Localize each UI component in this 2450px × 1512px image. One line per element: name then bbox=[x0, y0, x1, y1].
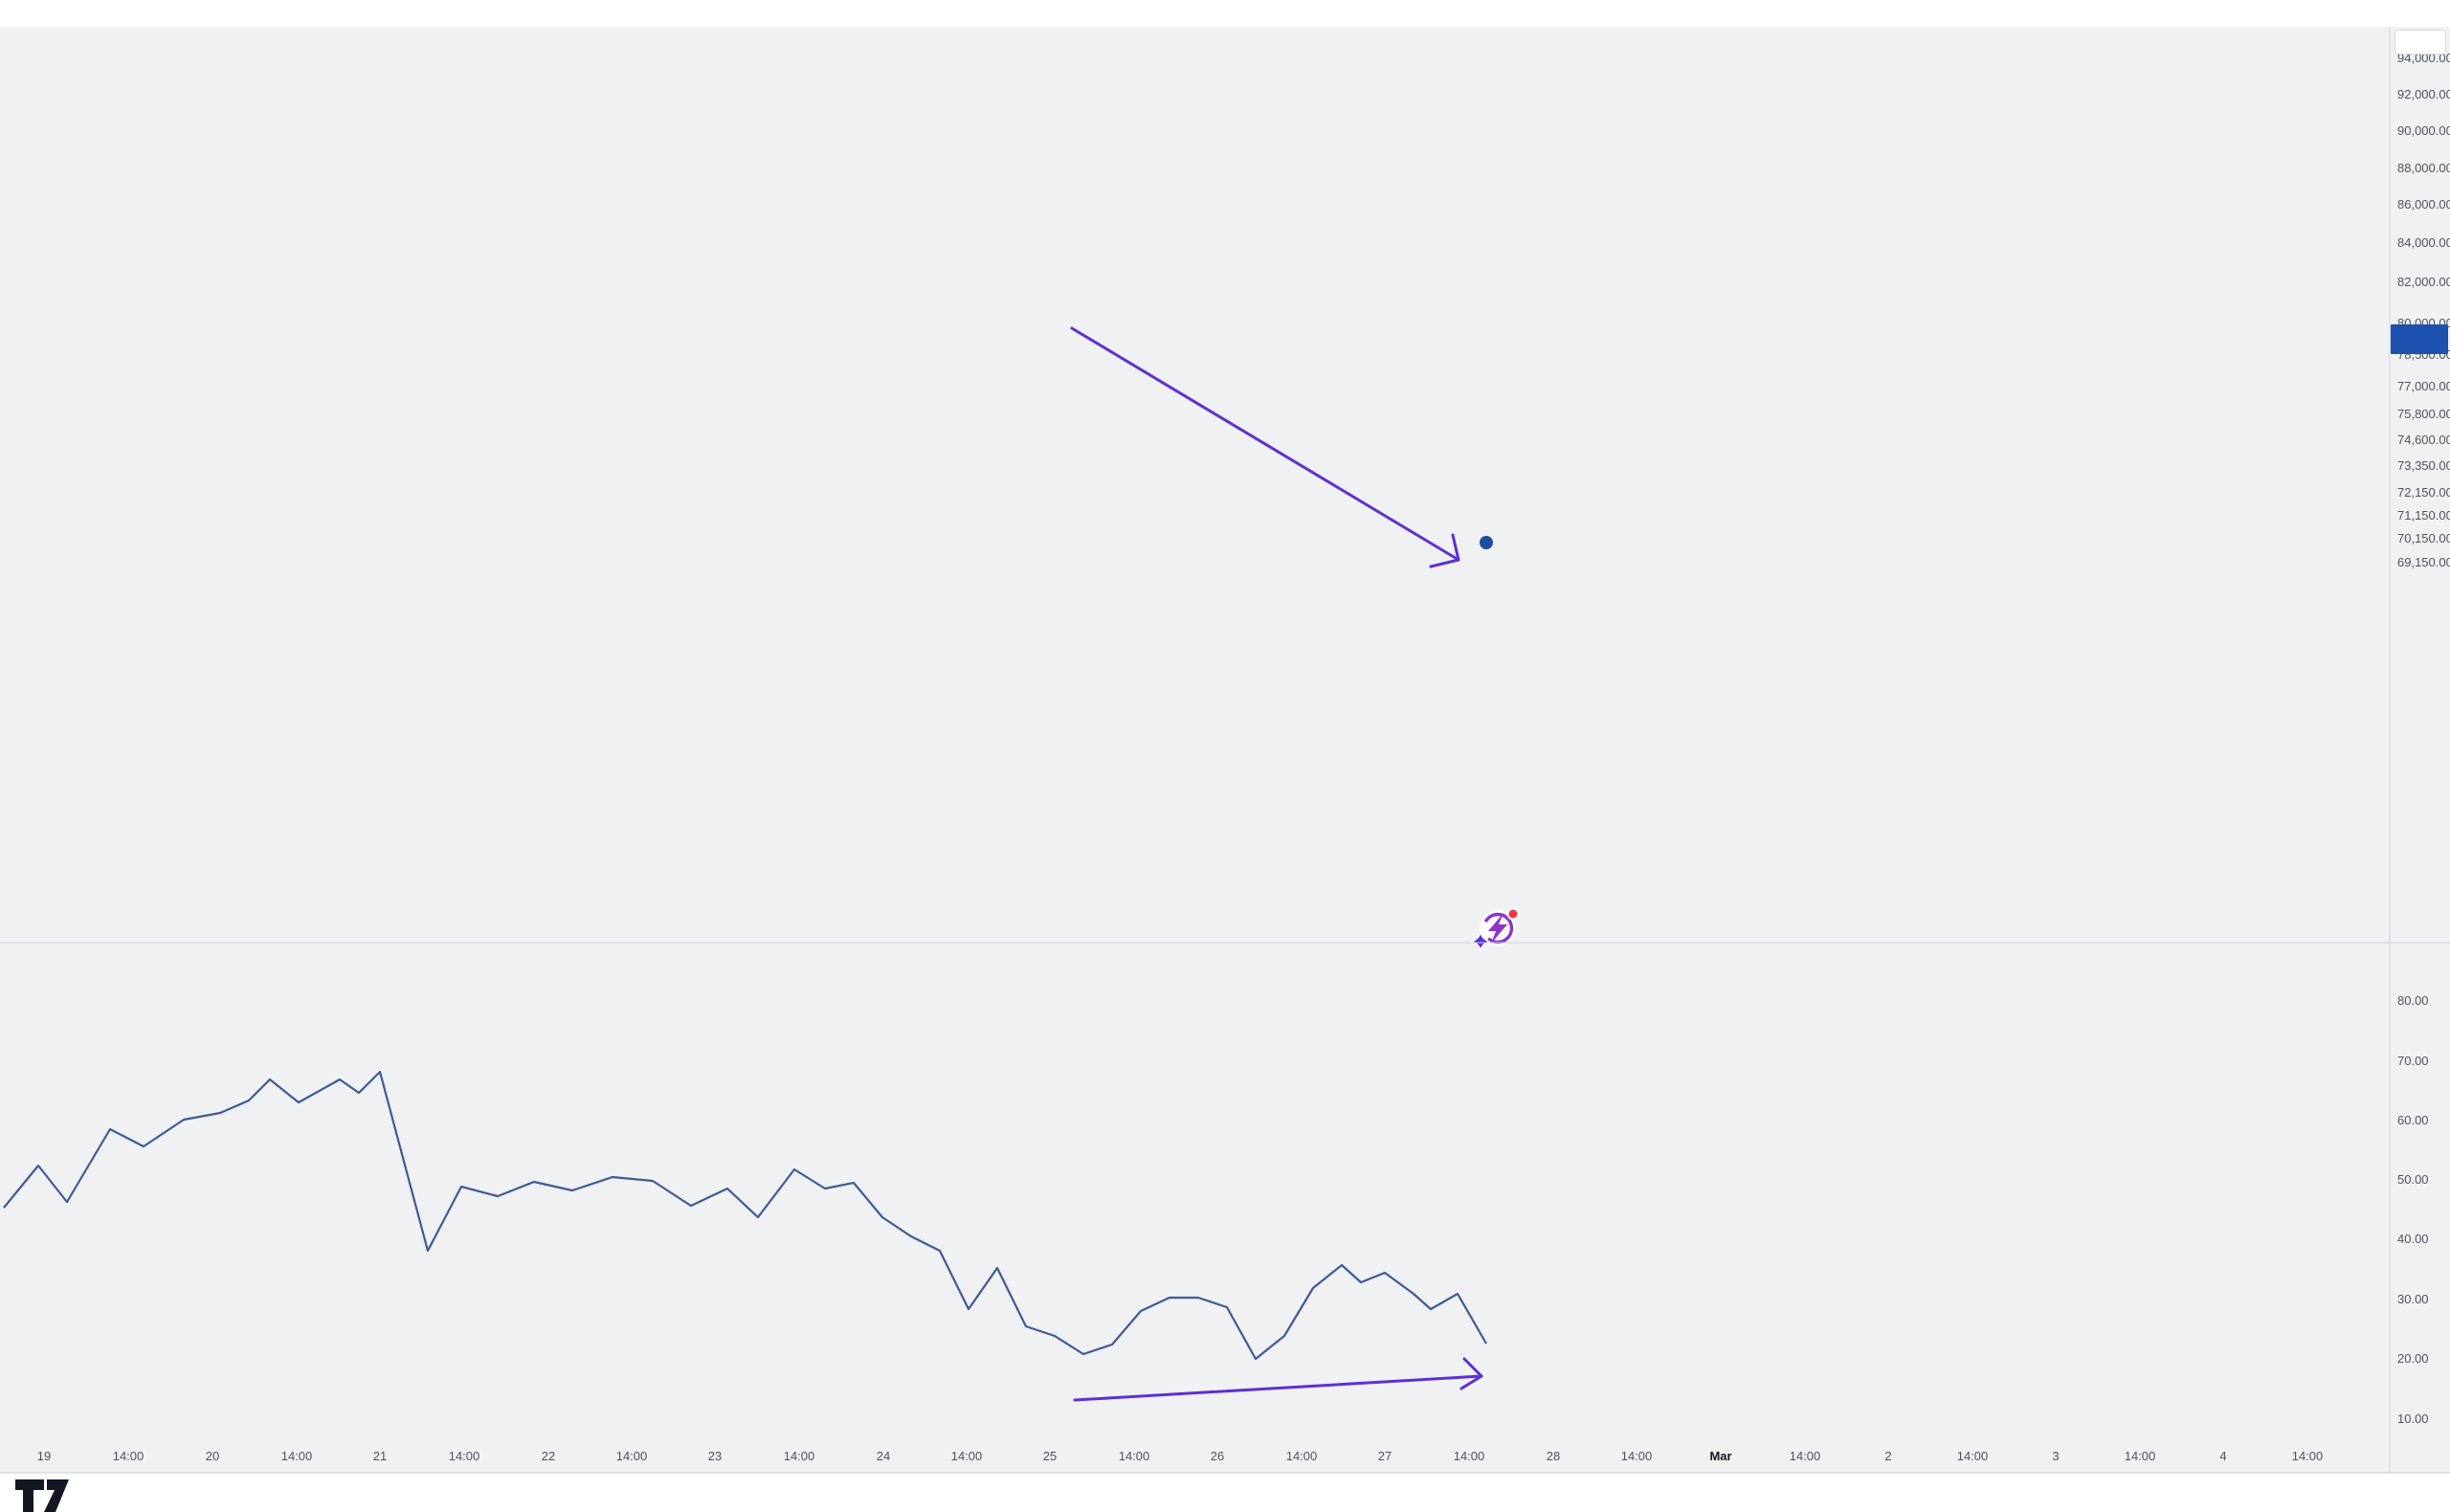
notification-dot bbox=[1506, 907, 1520, 921]
rsi-divergence-arrow bbox=[1073, 1374, 1483, 1402]
footer bbox=[15, 1479, 80, 1512]
time-scale[interactable] bbox=[0, 1445, 2390, 1473]
rsi-legend bbox=[29, 956, 40, 972]
lightning-icon[interactable] bbox=[1488, 913, 1507, 944]
attribution-bar bbox=[0, 0, 2450, 27]
rsi-divergence-arrow-barb bbox=[1462, 1357, 1483, 1378]
sparkle-icon bbox=[1470, 929, 1491, 953]
rsi-divergence-arrow-barb bbox=[1459, 1374, 1483, 1390]
down-trend-arrow bbox=[1070, 326, 1460, 562]
chart-background bbox=[0, 27, 2450, 1473]
last-price-dot bbox=[1480, 536, 1493, 549]
currency-chip[interactable] bbox=[2394, 30, 2446, 55]
price-scale[interactable] bbox=[2390, 27, 2450, 1473]
tradingview-logo-icon bbox=[15, 1479, 69, 1512]
down-trend-arrow-barb bbox=[1451, 533, 1460, 562]
volume-legend bbox=[29, 53, 46, 69]
last-price-tag bbox=[2391, 324, 2448, 354]
rsi-line bbox=[3, 1070, 1487, 1361]
down-trend-arrow-barb bbox=[1429, 558, 1460, 568]
symbol-header bbox=[29, 29, 61, 48]
